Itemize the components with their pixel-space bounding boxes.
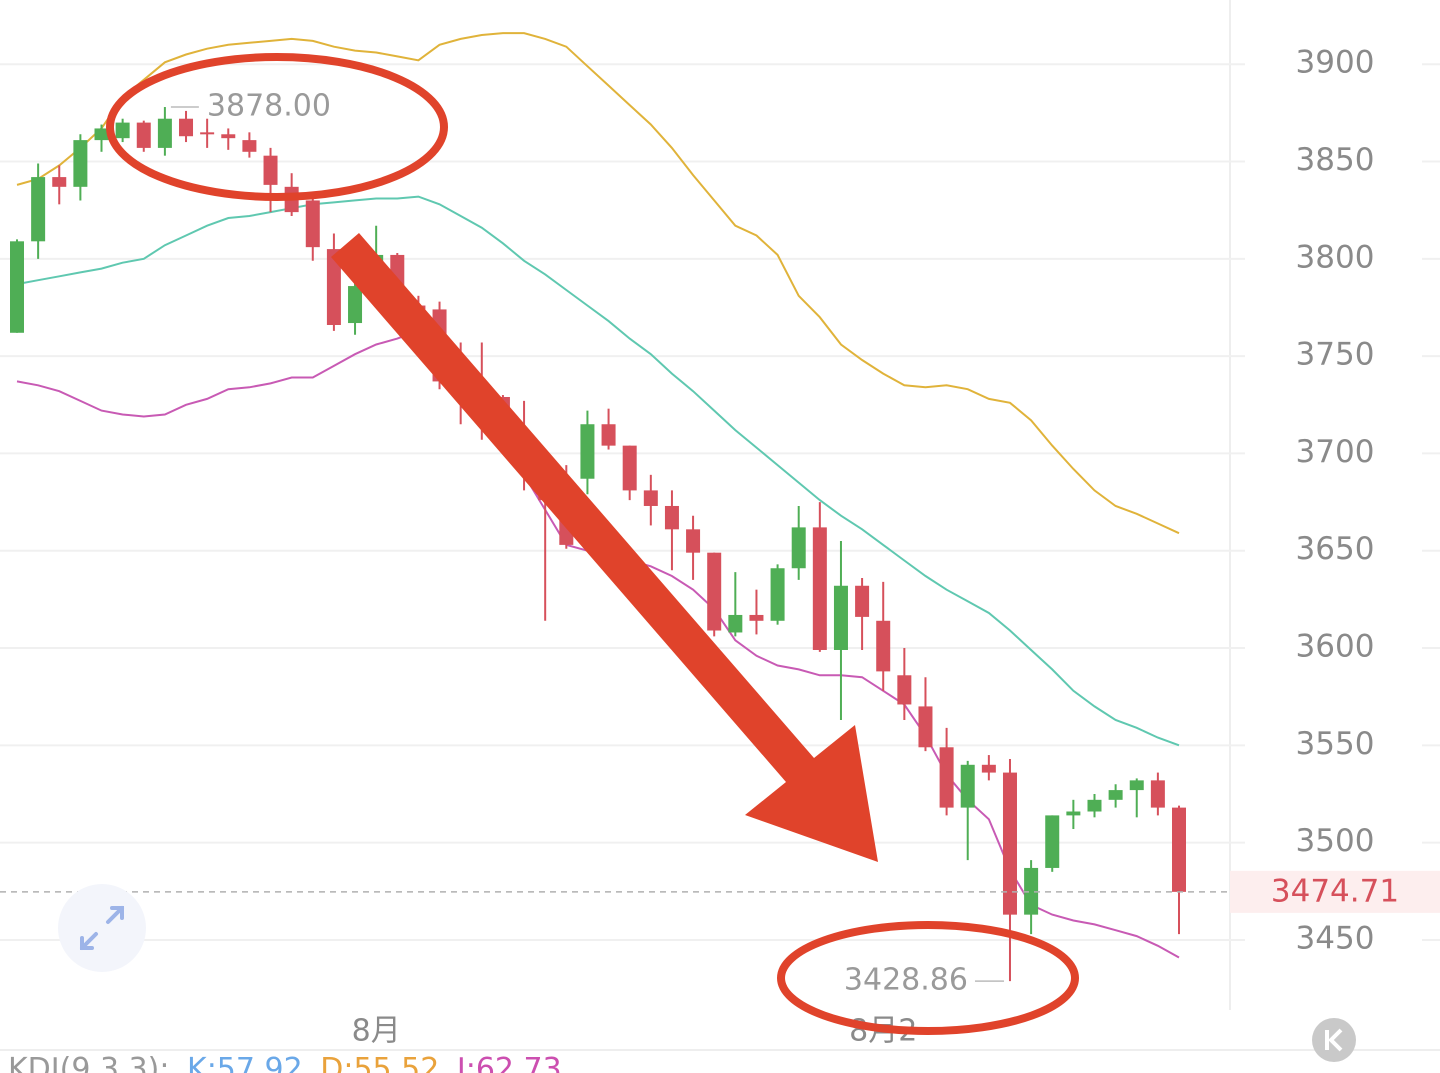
candle-body — [876, 620, 891, 672]
candle-body — [179, 118, 194, 137]
candles — [10, 107, 1186, 982]
candle-body — [242, 140, 257, 152]
candle-body — [707, 552, 722, 631]
candle-body — [664, 505, 679, 530]
y-tick-label: 3450 — [1296, 920, 1375, 956]
trend-arrow — [331, 233, 878, 862]
expand-icon — [80, 906, 124, 950]
candle-body — [157, 118, 172, 148]
low-label: 3428.86 — [844, 963, 968, 998]
indicator-d: D:55.52 — [320, 1052, 439, 1073]
candle-body — [52, 177, 67, 187]
candle-body — [1172, 807, 1186, 892]
candle-body — [749, 614, 764, 621]
candle-body — [643, 490, 658, 506]
k-button-bg — [1312, 1018, 1356, 1062]
candle-body — [580, 424, 595, 479]
candle-body — [1150, 780, 1165, 808]
candle-body — [73, 140, 88, 187]
indicator-line: KDJ(9,3,3): K:57.92 D:55.52 J:62.73 — [8, 1052, 562, 1073]
candle-body — [812, 527, 827, 650]
y-tick-label: 3700 — [1296, 434, 1375, 470]
y-tick-label: 3600 — [1296, 629, 1375, 665]
highlight-ellipse — [106, 53, 448, 201]
candle-body — [115, 122, 130, 139]
high-label: 3878.00 — [207, 89, 331, 124]
candle-body — [1129, 780, 1144, 791]
annotations — [106, 53, 1079, 1035]
overlay: 3450 3500 3550 3600 3650 3700 3750 3800 3850 3900… — [0, 45, 1440, 1049]
candle-body — [305, 200, 320, 248]
candle-body — [1002, 772, 1017, 915]
candle-body — [960, 764, 975, 808]
indicator-k: K:57.92 — [187, 1052, 303, 1073]
candle-body — [601, 424, 616, 446]
y-tick-label: 3750 — [1296, 337, 1375, 373]
candle-body — [326, 249, 341, 325]
band-line — [16, 32, 1180, 535]
candle-body — [855, 585, 870, 617]
y-tick-label: 3900 — [1296, 45, 1375, 81]
candle-body — [1045, 815, 1060, 868]
x-tick-label: 8月 — [352, 1014, 401, 1049]
candle-body — [221, 134, 236, 139]
candle-body — [94, 128, 109, 141]
y-tick-label: 3550 — [1296, 726, 1375, 762]
candle-body — [10, 241, 24, 333]
candle-body — [1024, 867, 1039, 915]
candle-body — [686, 529, 701, 553]
candle-body — [939, 747, 954, 808]
expand-button[interactable] — [58, 884, 146, 972]
candle-body — [770, 568, 785, 621]
candle-body — [1108, 790, 1123, 800]
candle-body — [31, 177, 46, 242]
candle-body — [1066, 811, 1081, 816]
indicator-j: J:62.73 — [455, 1052, 562, 1073]
k-button[interactable] — [1312, 1018, 1356, 1062]
candle-body — [622, 445, 637, 491]
y-tick-label: 3650 — [1296, 531, 1375, 567]
candle-body — [136, 122, 151, 148]
y-tick-label: 3850 — [1296, 142, 1375, 178]
k-icon — [1325, 1028, 1343, 1052]
candle-body — [833, 585, 848, 650]
candle-body — [728, 614, 743, 633]
candle-body — [1087, 799, 1102, 812]
candle-body — [918, 706, 933, 748]
y-tick-label: 3800 — [1296, 239, 1375, 275]
expand-bg — [58, 884, 146, 972]
band-line — [16, 195, 1180, 747]
candle-body — [791, 527, 806, 569]
candle-body — [981, 764, 996, 773]
last-price-bg — [1230, 870, 1440, 913]
highlight-ellipse — [777, 921, 1079, 1035]
candle-body — [200, 132, 215, 135]
indicator-title: KDJ(9,3,3): — [8, 1052, 169, 1073]
last-price-label: 3474.71 — [1271, 873, 1399, 909]
y-tick-label: 3500 — [1296, 823, 1375, 859]
candle-body — [897, 675, 912, 705]
candle-body — [263, 155, 278, 185]
candle-body — [348, 286, 363, 324]
